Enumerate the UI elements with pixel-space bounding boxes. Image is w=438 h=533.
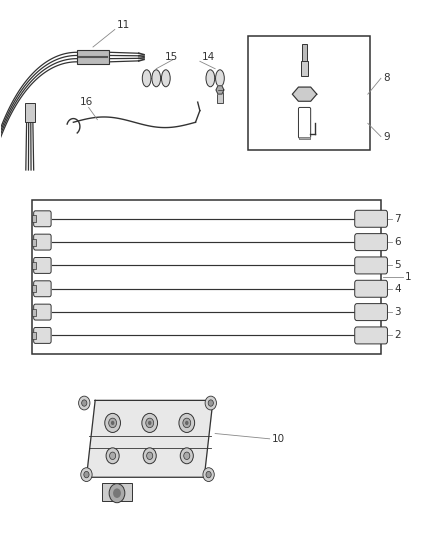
Bar xyxy=(102,482,132,501)
Text: 10: 10 xyxy=(271,434,284,444)
FancyBboxPatch shape xyxy=(354,280,387,297)
Ellipse shape xyxy=(161,70,170,87)
FancyBboxPatch shape xyxy=(354,211,387,227)
Circle shape xyxy=(148,421,151,425)
FancyBboxPatch shape xyxy=(34,211,51,227)
Circle shape xyxy=(146,452,152,459)
Polygon shape xyxy=(292,87,316,101)
Ellipse shape xyxy=(152,70,160,87)
Bar xyxy=(298,136,310,139)
Circle shape xyxy=(145,418,153,427)
Bar xyxy=(32,332,36,339)
Bar xyxy=(216,90,223,103)
Circle shape xyxy=(141,414,157,432)
Bar xyxy=(32,215,36,222)
Text: 7: 7 xyxy=(393,214,400,224)
Text: 8: 8 xyxy=(382,73,389,83)
Text: 5: 5 xyxy=(393,261,400,270)
Bar xyxy=(301,44,307,62)
Circle shape xyxy=(106,448,119,464)
FancyBboxPatch shape xyxy=(34,304,51,320)
Ellipse shape xyxy=(205,70,214,87)
Text: 4: 4 xyxy=(393,284,400,294)
FancyBboxPatch shape xyxy=(298,108,310,138)
FancyBboxPatch shape xyxy=(354,327,387,344)
Text: 9: 9 xyxy=(382,132,389,142)
Text: 2: 2 xyxy=(393,330,400,341)
Text: 1: 1 xyxy=(404,272,410,282)
Circle shape xyxy=(110,452,116,459)
FancyBboxPatch shape xyxy=(354,304,387,320)
Circle shape xyxy=(109,483,124,503)
Text: 14: 14 xyxy=(201,52,215,62)
Circle shape xyxy=(184,421,188,425)
Circle shape xyxy=(143,448,156,464)
Bar xyxy=(32,285,36,292)
FancyBboxPatch shape xyxy=(34,257,51,273)
Ellipse shape xyxy=(215,70,224,87)
Text: 6: 6 xyxy=(393,237,400,247)
FancyBboxPatch shape xyxy=(34,234,51,250)
Circle shape xyxy=(180,448,193,464)
Bar xyxy=(32,262,36,269)
Circle shape xyxy=(111,421,114,425)
Circle shape xyxy=(208,400,213,406)
Text: 3: 3 xyxy=(393,307,400,317)
Text: 11: 11 xyxy=(117,20,130,30)
FancyBboxPatch shape xyxy=(34,281,51,297)
Circle shape xyxy=(78,396,90,410)
FancyBboxPatch shape xyxy=(354,257,387,274)
Circle shape xyxy=(109,418,116,427)
Circle shape xyxy=(81,468,92,481)
Circle shape xyxy=(179,414,194,432)
Circle shape xyxy=(84,471,89,478)
Circle shape xyxy=(81,400,87,406)
Ellipse shape xyxy=(142,70,151,87)
Bar xyxy=(32,309,36,316)
Circle shape xyxy=(183,418,190,427)
Bar xyxy=(247,36,369,150)
Text: 16: 16 xyxy=(80,97,93,107)
Bar xyxy=(32,239,36,246)
Circle shape xyxy=(184,452,189,459)
Bar xyxy=(25,103,35,122)
Circle shape xyxy=(105,414,120,432)
FancyBboxPatch shape xyxy=(34,327,51,343)
Polygon shape xyxy=(86,400,212,477)
FancyBboxPatch shape xyxy=(354,233,387,251)
Circle shape xyxy=(205,471,211,478)
Bar xyxy=(32,200,380,354)
Text: 15: 15 xyxy=(165,52,178,62)
Polygon shape xyxy=(215,86,223,94)
Bar xyxy=(77,50,109,64)
Circle shape xyxy=(205,396,216,410)
Circle shape xyxy=(113,488,120,498)
Bar xyxy=(300,61,308,76)
Circle shape xyxy=(202,468,214,481)
